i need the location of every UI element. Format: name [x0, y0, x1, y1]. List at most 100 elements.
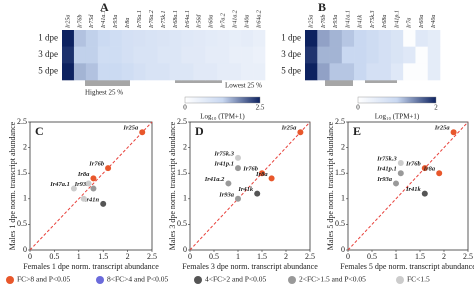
bracket-bar [325, 80, 353, 86]
heat-cell [157, 63, 170, 81]
column-label: Ir76b [77, 15, 83, 29]
x-tick-label: 0 [28, 252, 32, 261]
point [70, 185, 77, 192]
heat-cell [253, 63, 266, 81]
y-axis-label: Males 5 dpe norm. transcript abundance [326, 121, 335, 250]
point [225, 180, 232, 187]
y-tick-label: 2 [183, 142, 187, 151]
colorbar [184, 96, 261, 104]
column-label: Ir93a [113, 15, 119, 29]
column-label: Ir41a.1 [100, 10, 107, 29]
legend-label: 8<FC>4 and P<0.05 [107, 275, 168, 284]
heat-cell [366, 46, 379, 64]
heat-cell [145, 63, 158, 81]
legend-label: 2<FC>1.5 and P<0.05 [299, 275, 366, 284]
point [235, 195, 241, 202]
point-label: Ir41k [405, 186, 422, 193]
colorbar-tick: 0 [356, 104, 360, 112]
colorbar-tick: 0 [183, 104, 187, 112]
y-tick-label: 1.5 [177, 168, 187, 177]
heat-cell [305, 30, 318, 47]
column-label: Ir25a [309, 15, 315, 29]
point [393, 180, 399, 187]
row-label: 1 dpe [38, 32, 58, 42]
heat-cell [169, 30, 182, 47]
heat-cell [229, 30, 242, 47]
y-tick-label: 0.5 [17, 219, 27, 228]
x-axis-label: Females 1 dpe norm. transcript abundance [23, 262, 159, 271]
point [90, 185, 97, 192]
heat-cell [415, 63, 429, 81]
point-label: Ir25a [281, 125, 298, 132]
annotation: Lowest 25 % [225, 82, 262, 90]
point-label: Ir25a [122, 125, 139, 132]
panel-label: E [353, 124, 361, 138]
heat-cell [205, 63, 218, 81]
heat-cell [329, 63, 343, 81]
point-label: Ir8a [77, 171, 90, 178]
panel-label: B [318, 0, 326, 14]
heat-cell [329, 46, 343, 64]
y-tick-label: 1 [183, 194, 187, 203]
x-tick-label: 0.5 [367, 252, 377, 261]
column-label: Ir41a.2 [232, 10, 239, 29]
heat-cell [341, 46, 355, 64]
heat-cell [181, 30, 194, 47]
heat-cell [241, 63, 254, 81]
heat-cell [145, 30, 158, 47]
bracket-bar [365, 80, 397, 83]
heat-cell [390, 46, 404, 64]
heat-cell [305, 63, 318, 81]
heat-cell [427, 46, 441, 64]
row-label: 3 dpe [38, 49, 58, 59]
x-tick-label: 1 [77, 252, 81, 261]
heat-cell [73, 46, 87, 64]
column-label: Ir8a [125, 18, 131, 29]
heat-cell [354, 30, 367, 47]
diagonal [189, 121, 311, 251]
y-tick-label: 1.5 [17, 168, 27, 177]
heat-cell [341, 30, 355, 47]
legend-marker [96, 276, 104, 284]
x-tick-label: 0.5 [209, 252, 219, 261]
heat-cell [181, 63, 194, 81]
point-label: Ir8a [423, 166, 436, 173]
x-tick-label: 1 [394, 252, 398, 261]
heat-cell [217, 63, 230, 81]
point-label: Ir76b [88, 161, 105, 168]
heat-cell [378, 30, 392, 47]
column-label: Ir40a [430, 15, 437, 29]
row-label: 5 dpe [38, 66, 58, 76]
legend-label: FC>8 and P<0.05 [17, 275, 71, 284]
point-label: Ir8a [255, 171, 268, 178]
x-tick-label: 2.5 [305, 252, 315, 261]
column-label: Ir56d [197, 14, 203, 29]
heat-cell [97, 63, 111, 81]
point-label: Ir25a [434, 125, 451, 132]
heat-cell [73, 30, 87, 47]
heat-cell [354, 46, 367, 64]
annotation: Highest 25 % [85, 89, 123, 97]
heat-cell [241, 30, 254, 47]
point [100, 200, 107, 207]
legend-marker [396, 276, 404, 284]
row-label: 3 dpe [281, 49, 301, 59]
y-tick-label: 0 [23, 245, 27, 254]
heat-cell [354, 63, 367, 81]
heat-cell [62, 30, 75, 47]
heat-cell [253, 46, 266, 64]
plot-frame [189, 121, 311, 251]
y-tick-label: 0 [183, 245, 187, 254]
colorbar-label: Log₁₀ (TPM+1) [375, 113, 420, 121]
x-tick-label: 2.5 [147, 252, 157, 261]
x-tick-label: 2 [442, 252, 446, 261]
column-label: Ir60a [209, 15, 215, 29]
column-label: Ir93a [333, 15, 339, 29]
point-label: Ir41k [237, 186, 254, 193]
x-axis-label: Females 3 dpe norm. transcript abundance [182, 262, 318, 271]
y-tick-label: 1 [341, 194, 345, 203]
point [297, 129, 304, 136]
column-label: Ir64a.2 [255, 10, 262, 29]
point-label: Ir41a.2 [204, 176, 225, 183]
heat-cell [73, 63, 87, 81]
